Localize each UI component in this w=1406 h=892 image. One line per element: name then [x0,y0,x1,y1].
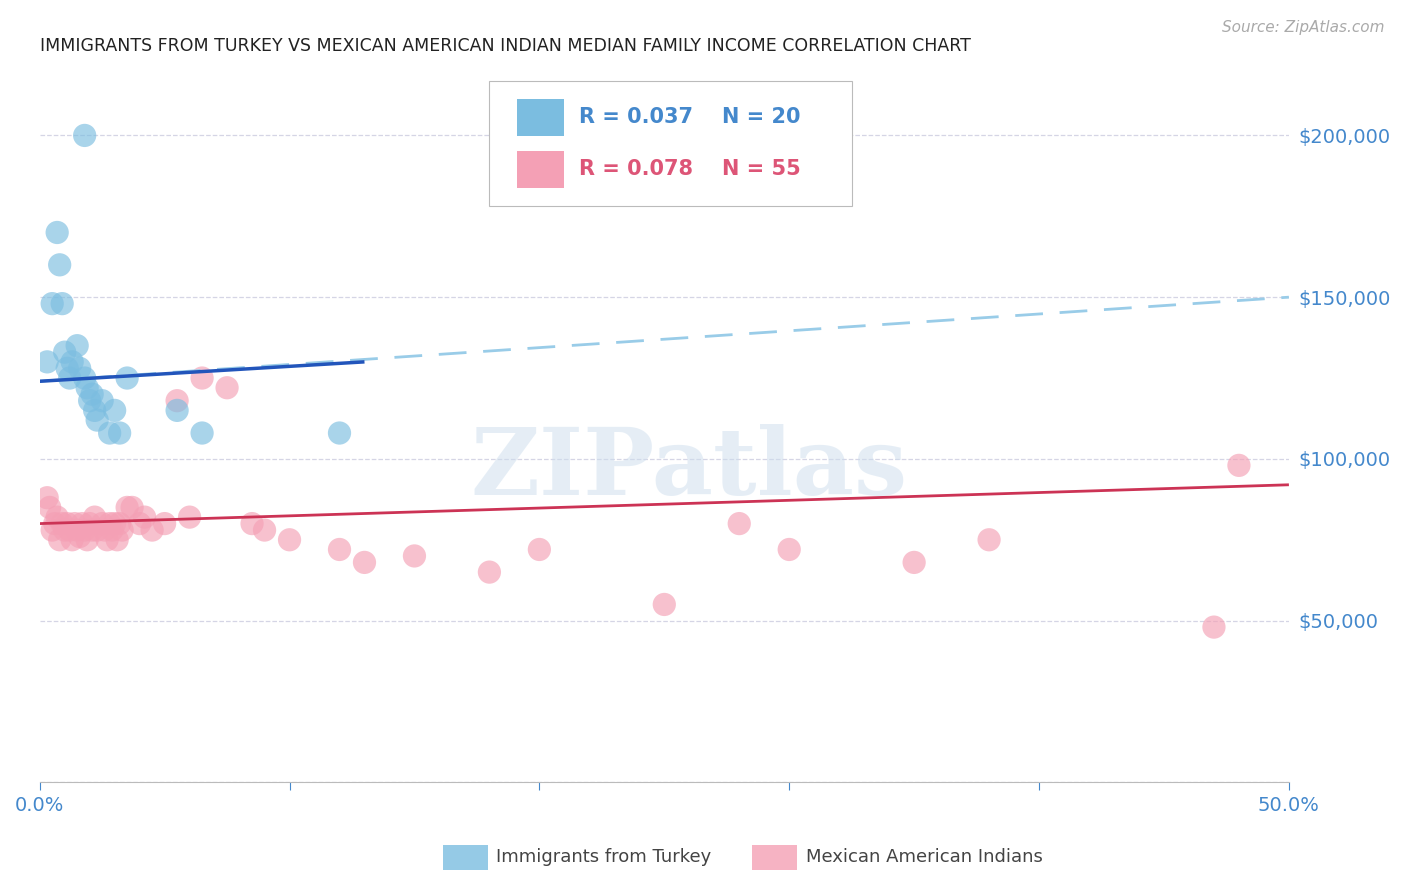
Point [66,339,89,353]
Point [51,296,73,310]
Point [48,258,70,272]
Point [37,355,59,369]
Point [76,533,98,547]
Point [115,371,138,385]
Text: Mexican American Indians: Mexican American Indians [806,848,1042,866]
Point [134,510,156,524]
Point [59,371,82,385]
Point [111,523,134,537]
Point [728,516,751,531]
Point [1227,458,1250,473]
Point [73,371,96,385]
Point [105,533,128,547]
Point [478,565,501,579]
Point [73,128,96,143]
Point [104,516,127,531]
Point [191,425,214,440]
Point [153,516,176,531]
Point [96,533,118,547]
Point [1202,620,1225,634]
Point [353,556,375,570]
Point [108,425,131,440]
Point [98,516,121,531]
Point [977,533,1000,547]
Point [652,598,675,612]
Point [44,516,66,531]
Text: R = 0.078    N = 55: R = 0.078 N = 55 [579,160,801,179]
Point [69,361,91,376]
Point [217,381,239,395]
Point [128,516,150,531]
Point [529,542,551,557]
Point [53,345,76,359]
Point [60,533,83,547]
Point [69,529,91,543]
Point [48,533,70,547]
Point [37,491,59,505]
Point [166,403,188,417]
Point [70,516,93,531]
Point [59,523,82,537]
Point [38,500,60,515]
Point [60,355,83,369]
Point [328,425,350,440]
Point [108,516,131,531]
Point [82,523,104,537]
FancyBboxPatch shape [517,151,564,188]
Point [86,413,108,427]
Point [121,500,143,515]
Point [56,516,79,531]
Point [41,523,63,537]
Point [73,523,96,537]
Point [903,556,925,570]
Point [83,403,105,417]
Text: Immigrants from Turkey: Immigrants from Turkey [496,848,711,866]
Text: ZIPatlas: ZIPatlas [471,425,908,515]
Point [115,500,138,515]
Point [191,371,214,385]
Point [328,542,350,557]
Point [86,523,108,537]
Point [56,361,79,376]
Text: Source: ZipAtlas.com: Source: ZipAtlas.com [1222,20,1385,35]
Point [101,523,124,537]
Point [240,516,263,531]
Point [83,510,105,524]
Point [41,296,63,310]
Point [82,387,104,401]
Text: IMMIGRANTS FROM TURKEY VS MEXICAN AMERICAN INDIAN MEDIAN FAMILY INCOME CORRELATI: IMMIGRANTS FROM TURKEY VS MEXICAN AMERIC… [39,37,970,55]
Point [278,533,301,547]
Point [76,381,98,395]
Point [79,516,101,531]
Point [104,403,127,417]
Point [53,523,76,537]
Point [46,510,69,524]
Point [91,393,114,408]
Point [46,226,69,240]
Point [253,523,276,537]
Point [79,393,101,408]
Text: R = 0.037    N = 20: R = 0.037 N = 20 [579,107,801,128]
Point [91,516,114,531]
Point [778,542,800,557]
FancyBboxPatch shape [517,99,564,136]
Point [51,516,73,531]
Point [141,523,163,537]
Point [179,510,201,524]
Point [166,393,188,408]
Point [63,516,86,531]
Point [404,549,426,563]
Point [66,523,89,537]
Point [98,425,121,440]
Point [93,523,115,537]
FancyBboxPatch shape [489,81,852,206]
